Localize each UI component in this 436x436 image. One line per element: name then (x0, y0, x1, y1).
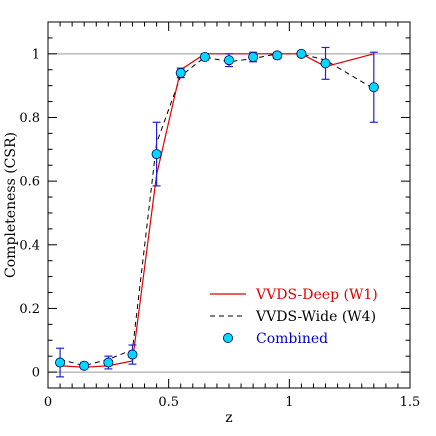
x-tick-label: 0 (44, 395, 52, 410)
data-point (127, 349, 138, 360)
legend-label-combined: Combined (256, 331, 328, 347)
x-axis-title: z (225, 410, 232, 426)
legend: VVDS-Deep (W1) VVDS-Wide (W4) Combined (210, 287, 378, 347)
axis-tick-labels: 0 0.5 1 1.5 0 0.2 0.4 0.6 0.8 1 (19, 47, 420, 410)
combined-errorbars (56, 46, 378, 378)
x-tick-label: 0.5 (158, 395, 179, 410)
data-point (320, 58, 331, 69)
combined-markers (55, 48, 379, 371)
y-tick-label: 0.6 (19, 175, 40, 190)
plot-frame (47, 21, 411, 389)
y-tick-label: 0.2 (19, 302, 40, 317)
axis-ticks (47, 21, 411, 388)
legend-label-vvds-wide: VVDS-Wide (W4) (255, 309, 376, 325)
data-point (151, 149, 162, 160)
data-point (103, 357, 114, 368)
legend-swatch-combined (222, 332, 233, 343)
data-point (272, 50, 283, 61)
x-tick-label: 1.5 (400, 395, 421, 410)
data-point (223, 55, 234, 66)
data-point (55, 357, 66, 368)
data-point (79, 360, 90, 371)
y-tick-label: 0 (32, 366, 40, 381)
x-tick-label: 1 (285, 395, 293, 410)
data-point (175, 67, 186, 78)
data-point (296, 48, 307, 59)
y-axis-title: Completeness (CSR) (3, 132, 19, 278)
data-point (199, 52, 210, 63)
legend-label-vvds-deep: VVDS-Deep (W1) (255, 287, 378, 303)
y-tick-label: 0.4 (19, 238, 40, 253)
y-tick-label: 0.8 (19, 111, 40, 126)
y-tick-label: 1 (32, 47, 40, 62)
data-point (368, 82, 379, 93)
data-point (248, 52, 259, 63)
